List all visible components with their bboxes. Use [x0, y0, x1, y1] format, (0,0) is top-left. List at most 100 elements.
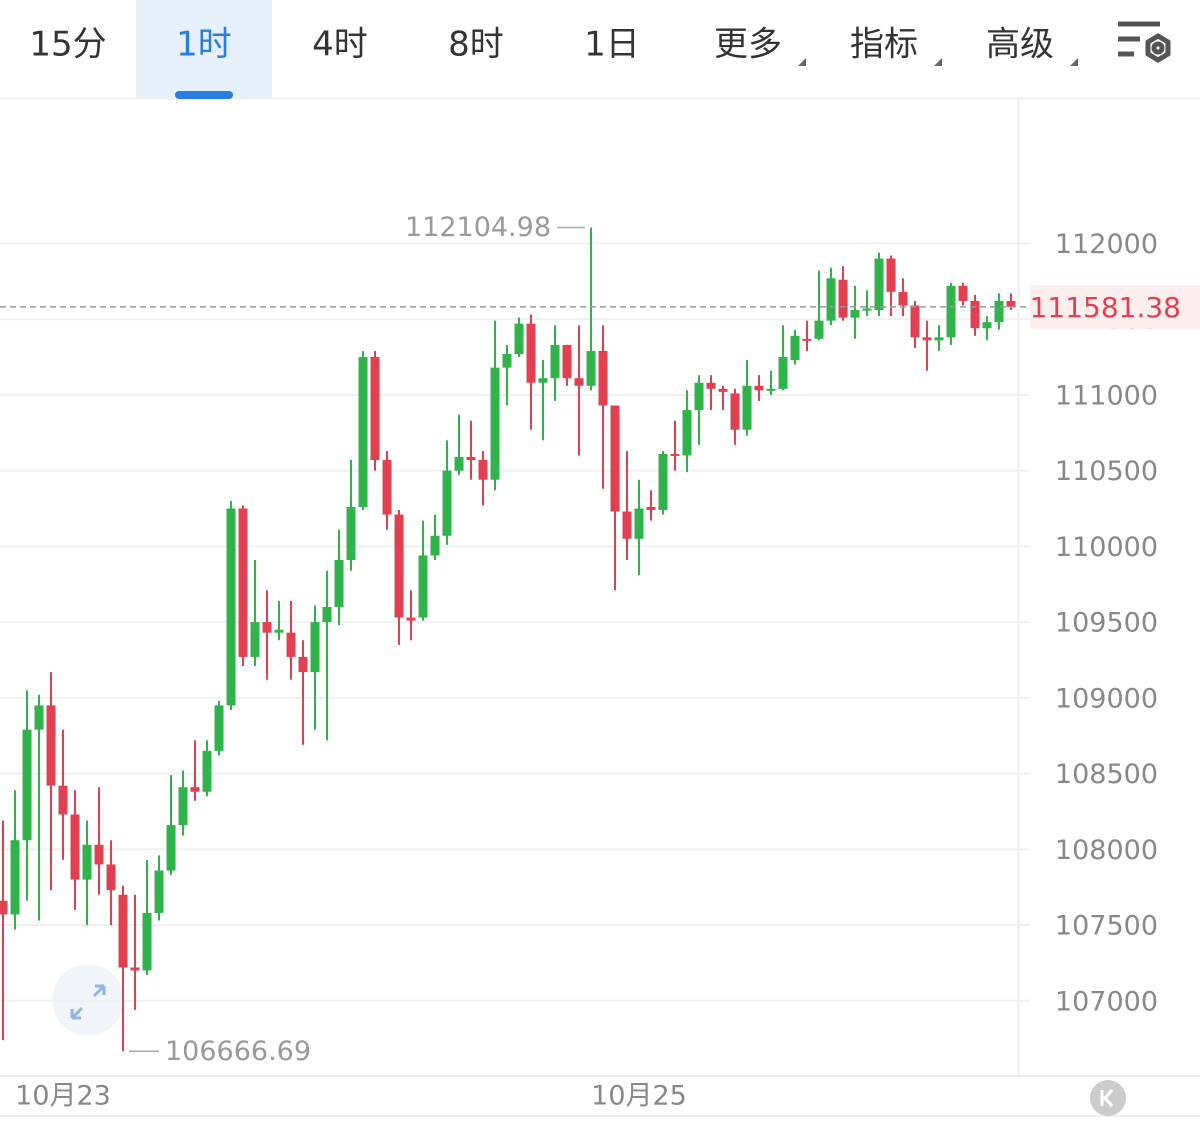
candle-body [658, 453, 668, 511]
candle-body [886, 258, 896, 292]
candle-body [634, 508, 644, 539]
tab[interactable]: 指标 [850, 25, 918, 65]
candle-body [118, 894, 128, 968]
settings-icon[interactable] [1118, 21, 1171, 63]
scroll-end-bg [1090, 1080, 1126, 1116]
candle-body [802, 338, 812, 341]
candle-body [574, 378, 584, 386]
candle-body [286, 632, 296, 657]
candle-body [766, 388, 776, 391]
candle-body [34, 705, 44, 730]
candle-body [442, 470, 452, 536]
tab[interactable]: 高级 [986, 25, 1054, 65]
candle-body [670, 453, 680, 456]
tab[interactable]: 1日 [584, 25, 640, 65]
tab-dropdown-marker [798, 58, 806, 66]
last-price-bg [1030, 284, 1200, 329]
tab[interactable]: 1时 [176, 25, 232, 65]
candle-body [46, 705, 56, 786]
tab-active-bg [136, 0, 272, 98]
candle-body [106, 864, 116, 891]
candle-body [958, 285, 968, 301]
icon-dot [1151, 41, 1165, 55]
candle-body [646, 506, 656, 511]
tab[interactable]: 8时 [448, 25, 504, 65]
candle-body [682, 410, 692, 456]
candle-body [250, 622, 260, 657]
y-tick-label: 107000 [1055, 986, 1158, 1017]
candle-body [862, 308, 872, 311]
candle-body [418, 555, 428, 618]
x-tick-label: 10月23 [15, 1081, 111, 1112]
candle-body [694, 382, 704, 411]
grid [0, 242, 1030, 1002]
low-label: 106666.69 [165, 1036, 311, 1067]
candle-body [526, 323, 536, 383]
candle-body [910, 305, 920, 338]
scroll-end-icon [1100, 1089, 1114, 1107]
y-tick-label: 111000 [1055, 380, 1158, 411]
candle-body [334, 559, 344, 607]
candle-body [22, 729, 32, 841]
candle-body [934, 337, 944, 341]
candle-body [994, 300, 1004, 323]
candle-body [730, 393, 740, 430]
candle-body [382, 460, 392, 515]
candle-body [130, 967, 140, 971]
scroll-end-button[interactable] [1090, 1080, 1126, 1116]
candle-body [322, 606, 332, 623]
candle-body [310, 622, 320, 673]
expand-icon [70, 984, 106, 1020]
candle-body [502, 353, 512, 368]
candle-body [430, 535, 440, 556]
candle-body [490, 367, 500, 480]
candle-body [946, 285, 956, 338]
y-tick-label: 107500 [1055, 911, 1158, 942]
tab[interactable]: 15分 [29, 25, 106, 65]
candle-body [190, 787, 200, 792]
candle-body [166, 825, 176, 871]
tab-dropdown-marker [1070, 58, 1078, 66]
y-tick-label: 108500 [1055, 759, 1158, 790]
candle-body [178, 787, 188, 826]
candle-body [586, 350, 596, 386]
candle-body [850, 310, 860, 318]
y-tick-label: 109000 [1055, 683, 1158, 714]
candle-body [226, 508, 236, 706]
candle-body [718, 388, 728, 392]
candle-body [346, 506, 356, 560]
candle-body [610, 405, 620, 512]
tab[interactable]: 更多 [714, 25, 782, 65]
candle-body [214, 705, 224, 751]
candle-body [622, 511, 632, 539]
candle-body [1006, 300, 1016, 307]
candle-body [982, 322, 992, 329]
y-tick-label: 110500 [1055, 456, 1158, 487]
candle-body [538, 378, 548, 383]
candle-body [466, 456, 476, 461]
tab-indicator [175, 91, 233, 99]
candle-body [826, 278, 836, 321]
candle-body [58, 785, 68, 815]
candle-body [814, 320, 824, 339]
candle-body [970, 300, 980, 329]
candle-body [742, 385, 752, 430]
tab[interactable]: 4时 [312, 25, 368, 65]
candle-body [706, 382, 716, 389]
icon-hex [1145, 33, 1171, 63]
candle-body [838, 279, 848, 318]
candle-body [898, 291, 908, 306]
candle-body [262, 622, 272, 633]
high-label: 112104.98 [405, 212, 551, 243]
candle-body [70, 814, 80, 880]
candle-body [478, 460, 488, 480]
candle-body [562, 344, 572, 379]
y-tick-label: 108000 [1055, 835, 1158, 866]
candle-body [358, 357, 368, 507]
tab-dropdown-marker [934, 58, 942, 66]
candle-body [274, 629, 284, 633]
candle-body [874, 258, 884, 311]
candle-body [142, 912, 152, 971]
candle-body [514, 323, 524, 354]
